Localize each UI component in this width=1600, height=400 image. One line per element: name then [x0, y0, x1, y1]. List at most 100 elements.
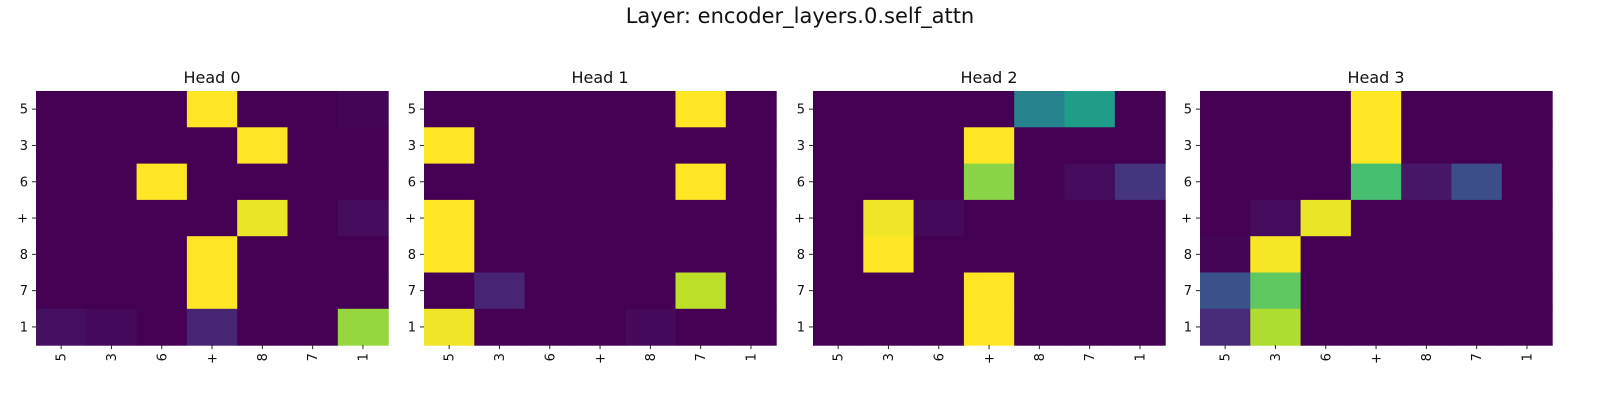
heatmap-cell — [863, 163, 915, 201]
heatmap-cell — [287, 272, 339, 310]
heatmap-cell — [1501, 199, 1553, 237]
heatmap-cell — [913, 236, 965, 274]
heatmap-cell — [474, 236, 526, 274]
heatmap-cell — [1451, 308, 1503, 346]
heatmap-cell — [725, 163, 777, 201]
heatmap-cell — [136, 127, 188, 165]
heatmap-cell — [913, 199, 965, 237]
heatmap-cell — [136, 199, 188, 237]
heatmap-cell — [625, 91, 677, 128]
heatmap-cell — [36, 272, 87, 310]
y-tick-label: 3 — [408, 139, 416, 154]
y-tick-label: + — [17, 212, 28, 227]
heatmap-cell — [1501, 308, 1553, 346]
heatmap-cell — [963, 91, 1015, 128]
heatmap-cell — [1114, 272, 1166, 310]
x-tick-label: 7 — [1083, 353, 1098, 361]
heatmap-cell — [1014, 272, 1066, 310]
heatmap-cell — [1114, 236, 1166, 274]
heatmap-cell — [474, 163, 526, 201]
heatmap-cell — [725, 91, 777, 128]
heatmap-cell — [813, 199, 864, 237]
heatmap-cell — [1451, 127, 1503, 165]
heatmap-cell — [625, 163, 677, 201]
y-tick-label: 7 — [20, 284, 28, 299]
heatmap-cell — [424, 308, 475, 346]
x-tick-label: 7 — [306, 353, 321, 361]
heatmap-cell — [1250, 127, 1302, 165]
heatmap-cell — [36, 91, 87, 128]
y-tick-label: 5 — [797, 103, 805, 118]
heatmap-cell — [1064, 91, 1116, 128]
heatmap-cell — [725, 236, 777, 274]
heatmap-cell — [963, 127, 1015, 165]
heatmap-panel-head-0: Head 0 5 3 6 +8 7 1 5 3 6 +8 7 1 — [17, 68, 389, 364]
heatmap-cell — [675, 91, 727, 128]
heatmap-cell — [1300, 127, 1352, 165]
heatmap-cell — [1451, 199, 1503, 237]
heatmap-cell — [863, 199, 915, 237]
x-tick-label: 6 — [155, 353, 170, 361]
heatmap-cell — [1250, 163, 1302, 201]
heatmap-cell — [524, 199, 576, 237]
heatmap-cell — [287, 127, 339, 165]
heatmap-cell — [913, 272, 965, 310]
heatmap-cell — [1300, 199, 1352, 237]
heatmap-cell — [1064, 127, 1116, 165]
heatmap-cell — [574, 199, 626, 237]
heatmap-cell — [136, 91, 188, 128]
y-tick-label: 3 — [797, 139, 805, 154]
heatmap-cell — [1250, 272, 1302, 310]
heatmap-cell — [625, 199, 677, 237]
heatmap-cell — [424, 272, 475, 310]
heatmap-cell — [524, 308, 576, 346]
heatmap-cell — [186, 199, 238, 237]
x-tick-label: 3 — [882, 353, 897, 361]
heatmap-cell — [625, 308, 677, 346]
heatmap-cell — [675, 163, 727, 201]
heatmap-cell — [625, 272, 677, 310]
x-tick-label: 6 — [932, 353, 947, 361]
heatmap-cell — [337, 163, 389, 201]
x-tick-label: 5 — [443, 353, 458, 361]
heatmap-cell — [1250, 308, 1302, 346]
heatmap-cell — [1350, 127, 1402, 165]
heatmap-cell — [863, 308, 915, 346]
y-tick-label: 5 — [408, 103, 416, 118]
heatmap-cell — [1114, 163, 1166, 201]
heatmap-cell — [1401, 163, 1453, 201]
heatmap-cell — [1300, 272, 1352, 310]
heatmap-cell — [1200, 199, 1251, 237]
heatmap-cell — [524, 127, 576, 165]
heatmap-cell — [574, 91, 626, 128]
y-tick-label: + — [1181, 212, 1192, 227]
heatmap-cell — [337, 308, 389, 346]
heatmap-cell — [474, 199, 526, 237]
heatmap-cell — [1501, 163, 1553, 201]
heatmap-cell — [524, 272, 576, 310]
heatmap-cell — [287, 199, 339, 237]
heatmap-cell — [36, 127, 87, 165]
x-tick-label: 1 — [356, 353, 371, 361]
heatmap-cell — [725, 272, 777, 310]
heatmap-cell — [186, 127, 238, 165]
heatmap-cell — [863, 236, 915, 274]
x-tick-label: 1 — [744, 353, 759, 361]
y-tick-label: 3 — [1184, 139, 1192, 154]
heatmap-cell — [237, 91, 289, 128]
heatmap-panel-head-1: Head 1 5 3 6 +8 7 1 5 3 6 +8 7 1 — [405, 68, 777, 364]
heatmap-cell — [86, 308, 138, 346]
heatmap-cell — [963, 308, 1015, 346]
y-tick-label: 6 — [20, 175, 28, 190]
heatmap-cell — [1401, 272, 1453, 310]
heatmap-cell — [1401, 308, 1453, 346]
y-tick-label: + — [794, 212, 805, 227]
heatmap-cell — [1401, 236, 1453, 274]
heatmap-cell — [574, 308, 626, 346]
x-tick-label: 6 — [1319, 353, 1334, 361]
heatmap-cell — [36, 199, 87, 237]
heatmap-cell — [1401, 199, 1453, 237]
heatmap-cell — [86, 163, 138, 201]
heatmap-cell — [136, 308, 188, 346]
y-tick-label: 6 — [1184, 175, 1192, 190]
